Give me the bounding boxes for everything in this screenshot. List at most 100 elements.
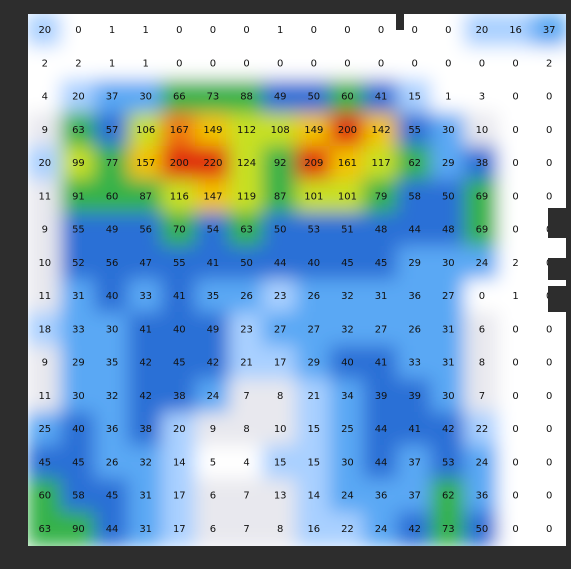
cell-value-label: 0: [512, 491, 518, 502]
heat-cell: [161, 412, 198, 448]
cell-value-label: 9: [210, 424, 216, 435]
heat-cell: [94, 14, 130, 49]
heat-cell: [363, 478, 399, 514]
heat-cell: [296, 146, 332, 182]
cell-value-label: 27: [274, 324, 287, 335]
heat-cell: [60, 79, 97, 115]
cell-value-label: 0: [512, 92, 518, 103]
cell-value-label: 0: [445, 25, 451, 36]
heat-cell: [329, 412, 366, 448]
cell-value-label: 54: [207, 225, 220, 236]
heat-cell: [396, 412, 433, 448]
heat-cell: [195, 511, 231, 546]
heat-cell: [28, 279, 63, 315]
heat-cell: [531, 478, 566, 514]
cell-value-label: 37: [106, 92, 119, 103]
cell-value-label: 44: [375, 424, 388, 435]
heat-cell: [262, 312, 298, 348]
cell-value-label: 112: [237, 125, 256, 136]
heat-cell: [195, 14, 231, 49]
cell-value-label: 17: [274, 358, 287, 369]
cell-value-label: 9: [42, 358, 48, 369]
cell-value-label: 63: [240, 225, 253, 236]
heat-cell: [464, 478, 500, 514]
heat-cell: [430, 478, 467, 514]
heat-cell: [430, 378, 467, 414]
heat-cell: [228, 378, 265, 414]
cell-value-label: 124: [237, 158, 256, 169]
cell-value-label: 30: [72, 391, 85, 402]
cell-value-label: 49: [207, 324, 220, 335]
heat-cell: [296, 46, 332, 82]
cell-value-label: 0: [546, 424, 552, 435]
cell-value-label: 4: [243, 457, 249, 468]
heat-cell: [396, 445, 433, 481]
cell-value-label: 45: [375, 258, 388, 269]
cell-value-label: 36: [375, 491, 388, 502]
heat-cell: [464, 445, 500, 481]
heat-cell: [363, 146, 399, 182]
cell-value-label: 18: [38, 324, 51, 335]
heat-cell: [195, 212, 231, 248]
cell-value-label: 116: [170, 191, 189, 202]
cell-value-label: 56: [106, 258, 119, 269]
heat-cell: [363, 345, 399, 381]
heat-cell: [228, 279, 265, 315]
heat-cell: [430, 146, 467, 182]
heat-cell: [195, 378, 231, 414]
cell-value-label: 40: [341, 358, 354, 369]
cell-value-label: 9: [42, 225, 48, 236]
cell-value-label: 38: [173, 391, 186, 402]
cell-value-label: 41: [173, 291, 186, 302]
cell-value-label: 40: [307, 258, 320, 269]
cell-value-label: 0: [546, 191, 552, 202]
cell-value-label: 32: [341, 291, 354, 302]
cell-value-label: 42: [442, 424, 455, 435]
heat-cell: [28, 245, 63, 281]
heat-cell: [464, 79, 500, 115]
heat-cell: [497, 212, 534, 248]
heat-cell: [262, 279, 298, 315]
heat-cell: [497, 146, 534, 182]
heat-cell: [464, 511, 500, 546]
heat-cell: [329, 312, 366, 348]
heat-cell: [127, 378, 164, 414]
heat-cell: [396, 378, 433, 414]
cell-value-label: 27: [307, 324, 320, 335]
heat-cell: [396, 146, 433, 182]
heat-cell: [28, 478, 63, 514]
heat-cell: [262, 478, 298, 514]
cell-value-label: 0: [176, 58, 182, 69]
cell-value-label: 0: [210, 58, 216, 69]
cell-value-label: 48: [442, 225, 455, 236]
cell-value-label: 1: [109, 25, 115, 36]
heat-cell: [296, 345, 332, 381]
cell-value-label: 10: [38, 258, 51, 269]
heat-cell: [329, 345, 366, 381]
heat-cell: [531, 412, 566, 448]
heat-cell: [161, 312, 198, 348]
heat-cell: [497, 279, 534, 315]
cell-value-label: 8: [479, 358, 485, 369]
heat-cell: [262, 112, 298, 148]
heat-cell: [228, 345, 265, 381]
heat-cell: [531, 46, 566, 82]
heat-cell: [430, 179, 467, 215]
heat-cell: [28, 79, 63, 115]
frame-notch-right-3: [548, 286, 566, 312]
cell-value-label: 26: [106, 457, 119, 468]
cell-value-label: 0: [243, 58, 249, 69]
heat-cell: [195, 112, 231, 148]
heat-cell: [430, 245, 467, 281]
cell-value-label: 15: [307, 457, 320, 468]
cell-value-label: 9: [42, 125, 48, 136]
heat-cell: [28, 378, 63, 414]
cell-value-label: 0: [378, 58, 384, 69]
cell-value-label: 15: [274, 457, 287, 468]
cell-value-label: 35: [106, 358, 119, 369]
cell-value-label: 0: [512, 391, 518, 402]
cell-value-label: 91: [72, 191, 85, 202]
heat-cell: [363, 279, 399, 315]
cell-value-label: 149: [203, 125, 222, 136]
cell-value-label: 73: [442, 524, 455, 535]
